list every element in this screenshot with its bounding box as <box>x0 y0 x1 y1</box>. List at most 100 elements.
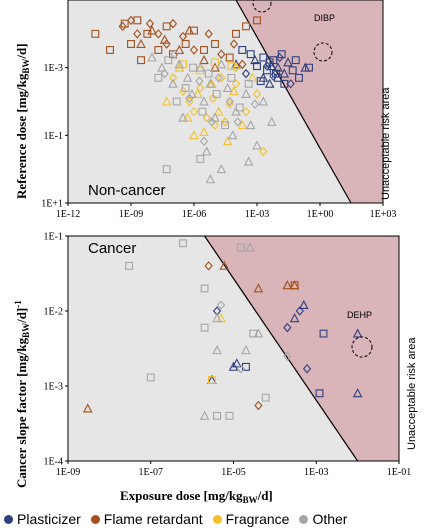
non-cancer-y-axis-label: Reference dose [mg/kgBW/d] <box>14 43 31 199</box>
other-triangle-point <box>266 116 277 126</box>
flame-retardant-square-point <box>190 26 198 35</box>
x-tick-label: 1E-05 <box>221 467 245 478</box>
y-tick-label: 1E-1 <box>44 131 63 142</box>
other-diamond-point <box>233 117 242 127</box>
other-triangle-point <box>258 96 269 106</box>
plasticizer-triangle-point <box>279 68 290 78</box>
flame-retardant-square-point <box>137 56 145 65</box>
y-tick-label: 1E-3 <box>44 382 63 393</box>
plasticizer-triangle-point <box>352 328 363 338</box>
other-triangle-point <box>199 410 210 420</box>
plasticizer-triangle-point <box>258 72 269 82</box>
legend-item-other: Other <box>299 511 347 527</box>
non-cancer-risk-boundary <box>235 0 352 204</box>
other-triangle-point <box>174 59 185 69</box>
plasticizer-diamond-point <box>241 68 251 79</box>
non-cancer-x-ticks: 1E-12 1E-09 1E-06 1E-03 1E+00 1E+03 <box>56 203 397 220</box>
flame-retardant-square-point <box>91 29 100 38</box>
other-square-point <box>221 121 229 130</box>
plasticizer-triangle-point <box>289 313 300 323</box>
flame-retardant-diamond-point <box>145 18 155 29</box>
x-tick-label: 1E-09 <box>119 209 143 220</box>
non-cancer-risk-region <box>236 0 383 203</box>
other-square-point <box>213 411 221 420</box>
fragrance-diamond-point <box>259 146 268 157</box>
other-square-point <box>164 56 173 65</box>
x-tick-label: 1E-12 <box>56 209 80 220</box>
fragrance-triangle-point <box>199 126 209 137</box>
fragrance-diamond-point <box>189 106 199 117</box>
flame-retardant-dot <box>90 514 100 524</box>
other-square-point <box>227 73 236 82</box>
plasticizer-square-point <box>269 56 278 65</box>
fragrance-triangle-point <box>189 130 199 140</box>
other-dot <box>299 514 309 524</box>
flame-retardant-square-point <box>169 50 177 59</box>
flame-retardant-triangle-point <box>174 44 185 54</box>
cancer-risk-boundary <box>204 235 359 462</box>
fragrance-triangle-point <box>229 86 239 96</box>
legend-item-fragrance: Fragrance <box>212 511 290 527</box>
flame-retardant-triangle-point <box>282 280 293 290</box>
other-square-point <box>200 284 209 293</box>
fragrance-dot <box>212 514 222 524</box>
other-triangle-point <box>182 72 193 82</box>
plasticizer-triangle-point <box>231 59 241 69</box>
legend-label: Other <box>312 511 348 527</box>
y-tick-label: 1E-3 <box>44 63 63 74</box>
plasticizer-triangle-point <box>352 388 363 398</box>
dibp-label: DIBP <box>314 13 335 23</box>
other-diamond-point <box>216 300 226 310</box>
legend-label: Fragrance <box>225 511 290 527</box>
other-triangle-point <box>241 88 251 98</box>
dehp-label: DEHP <box>347 310 372 320</box>
flame-retardant-diamond-point <box>204 261 213 271</box>
plasticizer-triangle-point <box>264 78 275 88</box>
flame-retardant-square-point <box>242 22 250 31</box>
plasticizer-triangle-point <box>283 57 293 67</box>
fragrance-triangle-point <box>161 96 172 106</box>
dibp-highlight-circle <box>313 42 333 62</box>
flame-retardant-square-point <box>106 46 114 54</box>
fragrance-diamond-point <box>231 79 241 89</box>
fragrance-triangle-point <box>213 106 224 116</box>
other-diamond-point <box>207 117 216 127</box>
non-cancer-risk-label: Unacceptable risk area <box>380 87 392 200</box>
flame-retardant-diamond-point <box>168 18 178 29</box>
other-square-point <box>162 165 171 174</box>
plasticizer-square-point <box>253 62 261 71</box>
other-square-point <box>212 90 221 98</box>
non-cancer-plot-frame <box>67 0 384 204</box>
flame-retardant-diamond-point <box>229 39 239 49</box>
other-triangle-point <box>201 146 212 156</box>
plasticizer-triangle-point <box>273 62 283 72</box>
plasticizer-dot <box>4 514 13 524</box>
other-square-point <box>204 69 213 78</box>
non-cancer-y-ticks: 1E-3 1E-1 1E+1 <box>41 63 68 210</box>
flame-retardant-square-point <box>253 16 261 25</box>
plasticizer-square-point <box>291 56 300 65</box>
cancer-x-axis-label: Exposure dose [mg/kgBW/d] <box>120 488 273 505</box>
fragrance-square-point <box>227 62 236 71</box>
cancer-y-axis-label: Cancer slope factor [mg/kgBW/d]-1 <box>13 300 31 488</box>
flame-retardant-square-point <box>162 22 171 31</box>
other-diamond-point <box>199 136 209 147</box>
x-tick-label: 1E-06 <box>182 209 206 220</box>
dehp-highlight-circle <box>351 336 373 358</box>
figure: 1E-12 1E-09 1E-06 1E-03 1E+00 1E+03 1E-31E-11… <box>13 0 418 506</box>
flame-retardant-square-point <box>211 40 219 48</box>
y-tick-label: 1E-1 <box>44 232 63 243</box>
x-tick-label: 1E+03 <box>370 209 397 220</box>
flame-retardant-triangle-point <box>82 403 93 413</box>
flame-retardant-square-point <box>181 40 190 48</box>
flame-retardant-triangle-point <box>253 283 264 293</box>
fragrance-square-point <box>211 58 219 67</box>
other-square-point <box>196 155 205 163</box>
other-triangle-point <box>253 328 264 338</box>
flame-retardant-square-point <box>225 53 234 62</box>
x-tick-label: 1E-09 <box>56 467 80 478</box>
other-triangle-point <box>222 82 233 92</box>
fragrance-diamond-point <box>202 112 211 123</box>
flame-retardant-square-point <box>200 46 208 54</box>
cancer-panel: 1E-09 1E-07 1E-05 1E-03 1E-01 1E-41E-31E-21E… <box>13 232 418 506</box>
